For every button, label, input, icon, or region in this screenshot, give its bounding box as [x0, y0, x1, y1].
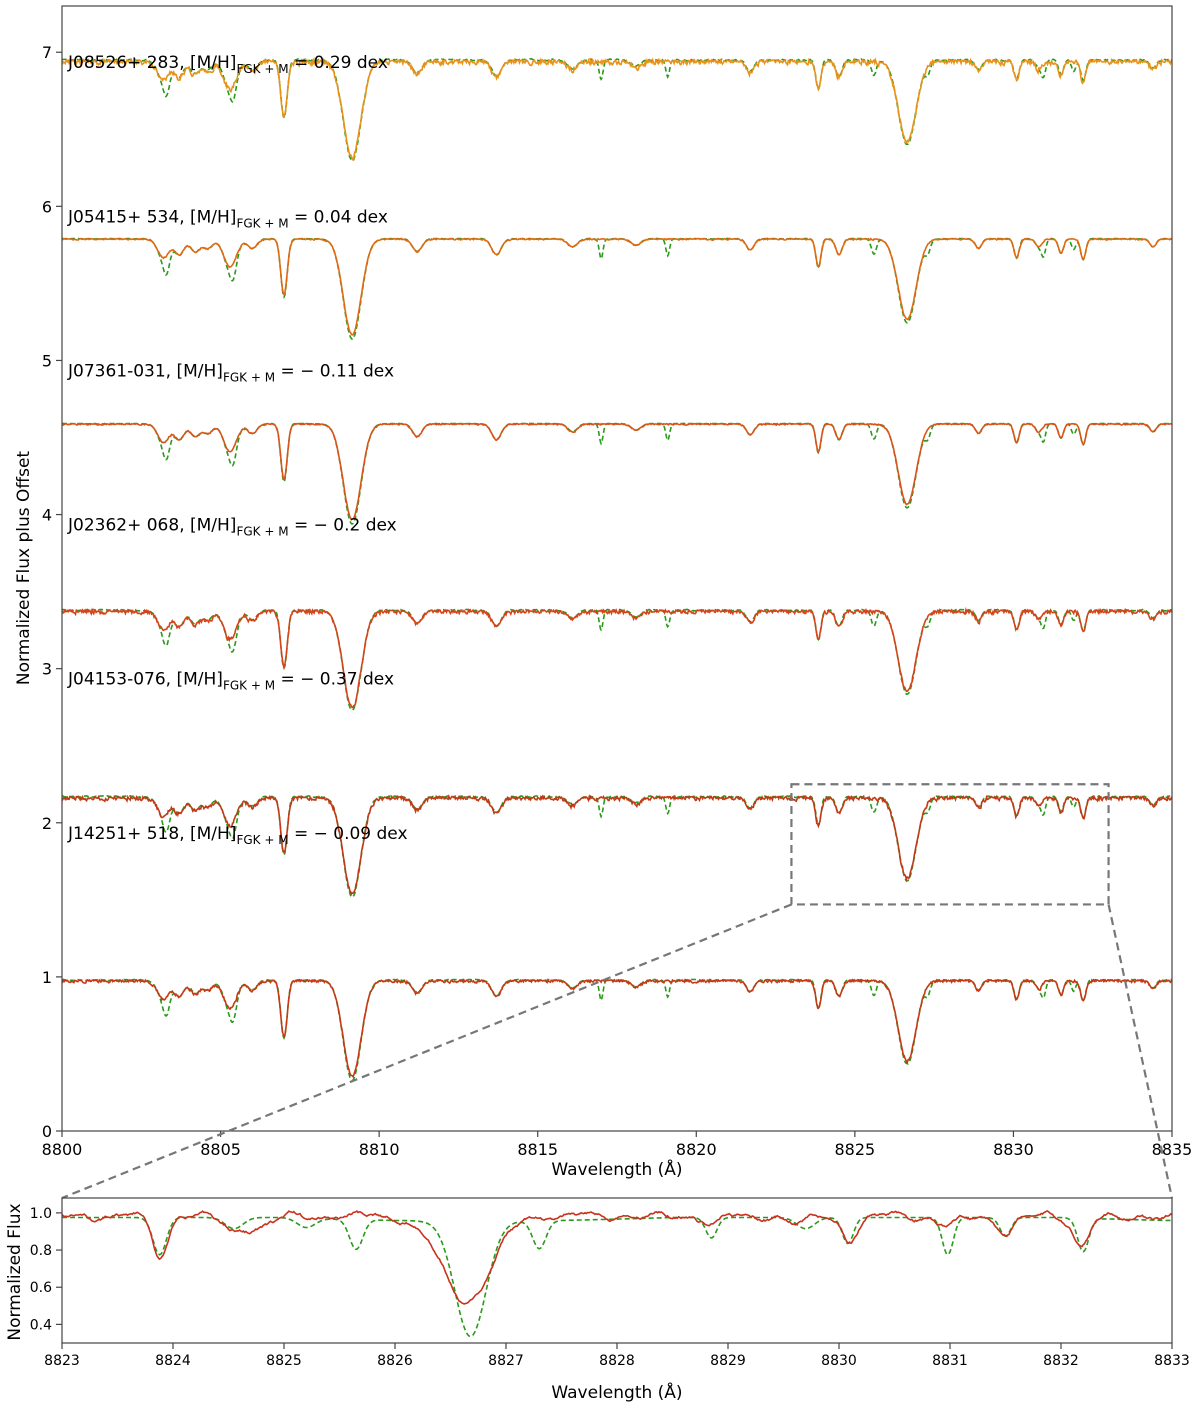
y-tick-label-1: 1	[42, 968, 52, 987]
y-tick-label-3: 3	[42, 660, 52, 679]
model-spectrum-J02362+068	[61, 608, 1173, 711]
observed-spectrum-J08526+283	[61, 56, 1173, 162]
main-x-axis-label: Wavelength (Å)	[551, 1158, 682, 1180]
zoom-x-tick-label-8825: 8825	[266, 1353, 302, 1369]
spectrum-label-J05415+534: J05415+ 534, [M/H]FGK + M = 0.04 dex	[67, 207, 388, 230]
zoom-y-tick-label-0.4: 0.4	[30, 1317, 52, 1333]
spectrum-label-J04153-076: J04153-076, [M/H]FGK + M = − 0.37 dex	[67, 670, 394, 693]
zoom-connector-right	[1107, 904, 1174, 1199]
observed-spectrum-J05415+534	[61, 237, 1173, 336]
zoom-x-tick-label-8831: 8831	[932, 1353, 968, 1369]
y-tick-label-2: 2	[42, 814, 52, 833]
x-tick-label-8805: 8805	[200, 1140, 241, 1159]
zoom-connector-left	[61, 903, 792, 1200]
zoom-observed-spectrum	[61, 1210, 1173, 1305]
observed-spectrum-J07361-031	[61, 422, 1173, 521]
model-spectrum-J04153-076	[61, 794, 1173, 898]
y-tick-label-7: 7	[42, 43, 52, 62]
x-tick-label-8820: 8820	[676, 1140, 717, 1159]
spectrum-label-J08526+283: J08526+ 283, [M/H]FGK + M = 0.29 dex	[67, 53, 388, 76]
spectrum-label-J07361-031: J07361-031, [M/H]FGK + M = − 0.11 dex	[67, 361, 394, 384]
zoom-x-tick-label-8829: 8829	[710, 1353, 746, 1369]
zoom-x-tick-label-8830: 8830	[821, 1353, 857, 1369]
spectrum-label-J02362+068: J02362+ 068, [M/H]FGK + M = − 0.2 dex	[67, 516, 397, 539]
spectrum-label-J14251+518: J14251+ 518, [M/H]FGK + M = − 0.09 dex	[67, 824, 408, 847]
zoom-x-axis-label: Wavelength (Å)	[551, 1381, 682, 1403]
zoom-x-tick-label-8827: 8827	[488, 1353, 524, 1369]
y-tick-label-4: 4	[42, 506, 52, 525]
y-tick-label-0: 0	[42, 1122, 52, 1141]
main-y-axis-label: Normalized Flux plus Offset	[14, 451, 34, 686]
observed-spectrum-J04153-076	[61, 793, 1173, 896]
zoom-x-tick-label-8824: 8824	[155, 1353, 191, 1369]
zoom-x-tick-label-8828: 8828	[599, 1353, 635, 1369]
observed-spectrum-J14251+518	[61, 977, 1173, 1078]
x-tick-label-8835: 8835	[1152, 1140, 1193, 1159]
x-tick-label-8800: 8800	[42, 1140, 83, 1159]
model-spectrum-J08526+283	[61, 57, 1173, 162]
zoom-spectrum-panel: 8823 8824 8825 8826 8827 8828 8829 8830 8831 8832…	[5, 1197, 1190, 1403]
zoom-y-tick-label-1: 1.0	[30, 1206, 52, 1222]
observed-spectrum-J02362+068	[61, 606, 1173, 709]
zoom-y-axis-label: Normalized Flux	[5, 1203, 25, 1340]
zoom-x-tick-label-8832: 8832	[1043, 1353, 1079, 1369]
zoom-y-tick-label-0.8: 0.8	[30, 1243, 52, 1259]
zoom-region-box	[790, 783, 1110, 906]
x-tick-label-8810: 8810	[359, 1140, 400, 1159]
model-spectrum-J14251+518	[61, 978, 1172, 1082]
x-tick-label-8830: 8830	[993, 1140, 1034, 1159]
zoom-x-tick-label-8823: 8823	[44, 1353, 80, 1369]
zoom-x-tick-label-8833: 8833	[1154, 1353, 1190, 1369]
y-tick-label-5: 5	[42, 351, 52, 370]
model-spectrum-J07361-031	[61, 422, 1173, 525]
y-tick-label-6: 6	[42, 197, 52, 216]
model-spectrum-J05415+534	[61, 237, 1172, 341]
main-spectra-panel: J08526+ 283, [M/H]FGK + M = 0.29 dex J054…	[14, 5, 1193, 1180]
x-tick-label-8815: 8815	[517, 1140, 558, 1159]
zoom-indicator	[61, 783, 1174, 1200]
x-tick-label-8825: 8825	[834, 1140, 875, 1159]
main-plot-frame	[61, 5, 1173, 1132]
zoom-y-tick-label-0.6: 0.6	[30, 1280, 52, 1296]
zoom-x-tick-label-8826: 8826	[377, 1353, 413, 1369]
